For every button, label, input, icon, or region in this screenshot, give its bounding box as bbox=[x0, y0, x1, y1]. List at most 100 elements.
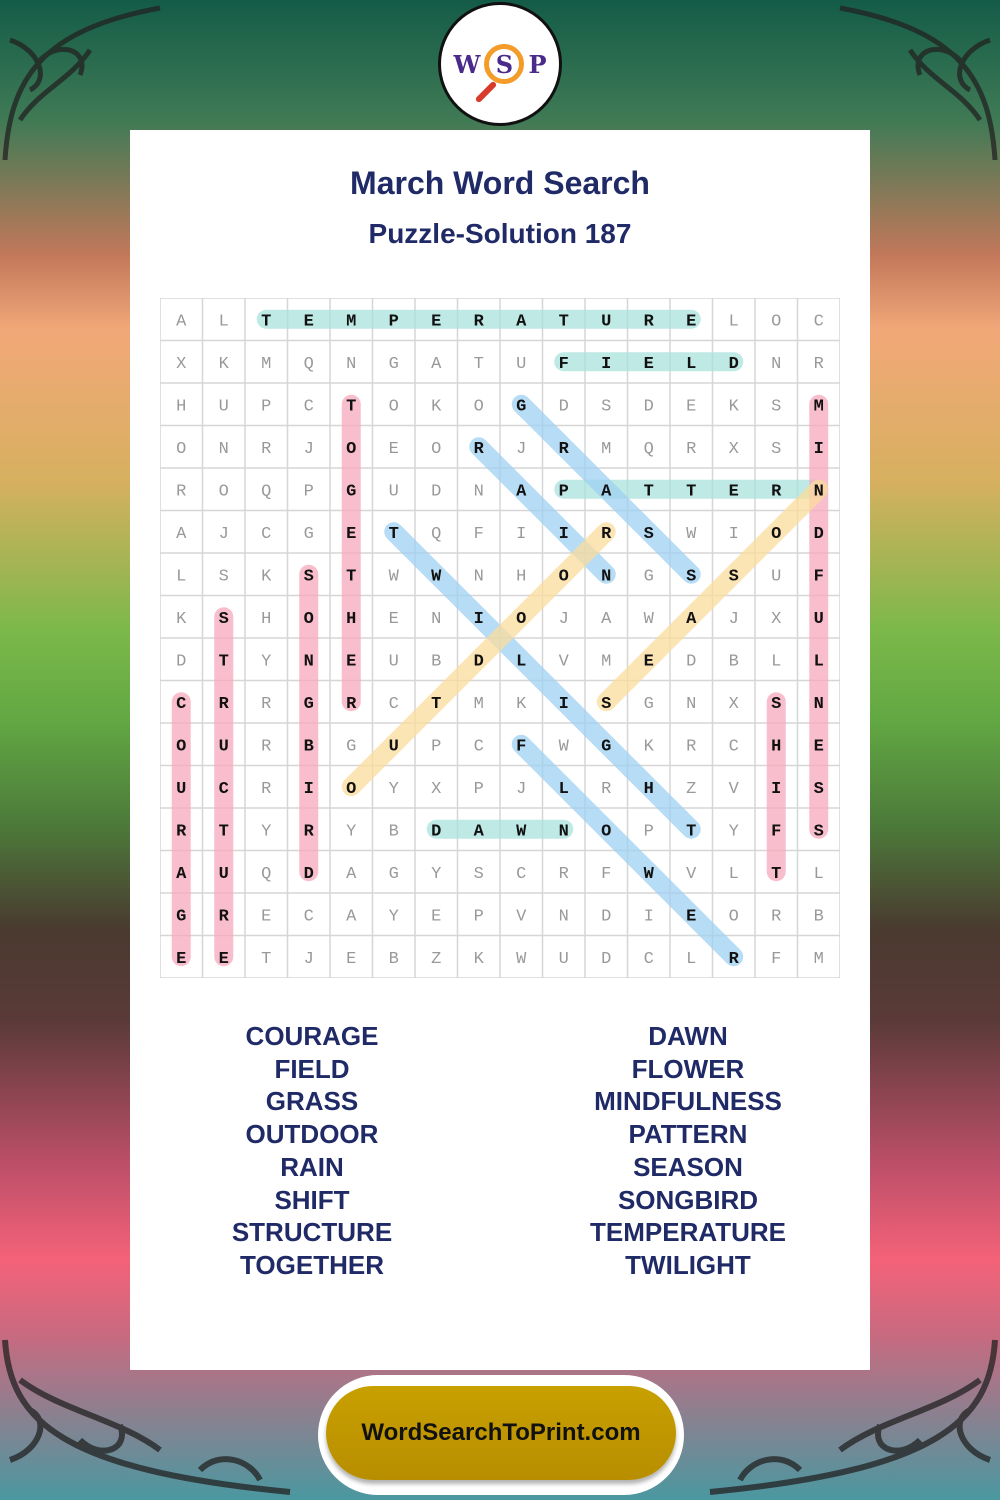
grid-letter: K bbox=[261, 567, 272, 586]
grid-letter: E bbox=[814, 737, 824, 756]
grid-letter: A bbox=[516, 482, 527, 501]
grid-letter: I bbox=[304, 780, 314, 799]
grid-letter: J bbox=[559, 610, 569, 629]
grid-letter: X bbox=[771, 610, 781, 629]
grid-letter: S bbox=[771, 397, 781, 416]
word-list-item: SEASON bbox=[633, 1151, 743, 1182]
grid-letter: E bbox=[686, 397, 696, 416]
grid-letter: H bbox=[261, 610, 271, 629]
grid-letter: O bbox=[771, 525, 781, 544]
grid-letter: R bbox=[686, 440, 696, 459]
grid-letter: I bbox=[771, 780, 781, 799]
grid-letter: J bbox=[304, 950, 314, 969]
grid-letter: S bbox=[601, 695, 611, 714]
grid-letter: C bbox=[516, 865, 526, 884]
word-list-item: TEMPERATURE bbox=[590, 1217, 786, 1248]
grid-letter: D bbox=[304, 865, 314, 884]
grid-letter: T bbox=[686, 822, 696, 841]
grid-letter: O bbox=[389, 397, 399, 416]
highlight-flower bbox=[511, 734, 744, 967]
grid-letter: J bbox=[516, 440, 526, 459]
word-list-item: DAWN bbox=[648, 1021, 728, 1051]
grid-letter: O bbox=[176, 440, 186, 459]
grid-letter: U bbox=[389, 482, 399, 501]
grid-letter: U bbox=[219, 397, 229, 416]
grid-letter: X bbox=[176, 355, 186, 374]
grid-letter: W bbox=[389, 567, 400, 586]
grid-letter: V bbox=[516, 907, 527, 926]
grid-letter: I bbox=[814, 440, 824, 459]
grid-letter: O bbox=[304, 610, 314, 629]
grid-letter: H bbox=[644, 780, 654, 799]
page-title: March Word Search bbox=[350, 165, 650, 201]
grid-letter: D bbox=[559, 397, 569, 416]
grid-letter: O bbox=[601, 822, 611, 841]
grid-letter: O bbox=[219, 482, 229, 501]
grid-letter: S bbox=[771, 695, 781, 714]
word-list-item: TWILIGHT bbox=[625, 1249, 751, 1280]
grid-letter: J bbox=[516, 780, 526, 799]
grid-letter: K bbox=[516, 695, 527, 714]
grid-letter: P bbox=[474, 780, 484, 799]
grid-letter: R bbox=[176, 822, 187, 841]
grid-letter: R bbox=[346, 695, 357, 714]
grid-letter: R bbox=[814, 355, 824, 374]
grid-letter: C bbox=[219, 780, 229, 799]
wsp-logo: W S P bbox=[438, 2, 562, 126]
grid-letter: F bbox=[771, 950, 781, 969]
grid-letter: Y bbox=[261, 822, 271, 841]
grid-letter: K bbox=[176, 610, 187, 629]
grid-letter: C bbox=[729, 737, 739, 756]
grid-letter: T bbox=[431, 695, 441, 714]
grid-letter: N bbox=[474, 567, 484, 586]
grid-letter: Y bbox=[261, 652, 271, 671]
grid-letter: D bbox=[431, 482, 441, 501]
word-list-item: RAIN bbox=[280, 1151, 344, 1182]
grid-letter: X bbox=[729, 695, 739, 714]
grid-letter: F bbox=[559, 355, 569, 374]
grid-letter: F bbox=[516, 737, 526, 756]
grid-letter: K bbox=[219, 355, 230, 374]
grid-letter: G bbox=[601, 737, 611, 756]
grid-letter: K bbox=[431, 397, 442, 416]
word-list-left: COURAGE FIELD GRASS OUTDOOR RAIN SHIFT STRUCTU… bbox=[162, 1020, 462, 1282]
grid-letter: E bbox=[431, 907, 441, 926]
grid-letter: T bbox=[219, 652, 229, 671]
grid-letter: S bbox=[304, 567, 314, 586]
grid-letter: U bbox=[601, 312, 611, 331]
highlight-outdoor bbox=[341, 522, 616, 797]
grid-letter: Z bbox=[686, 780, 696, 799]
website-link-button[interactable]: WordSearchToPrint.com bbox=[326, 1386, 676, 1480]
grid-letter: W bbox=[431, 567, 442, 586]
grid-letter: P bbox=[644, 822, 654, 841]
grid-letter: R bbox=[601, 780, 611, 799]
word-list-item: TOGETHER bbox=[240, 1249, 384, 1280]
grid-letter: A bbox=[601, 482, 612, 501]
grid-letter: P bbox=[559, 482, 569, 501]
grid-letter: N bbox=[474, 482, 484, 501]
grid-letter: T bbox=[261, 950, 271, 969]
grid-letter: R bbox=[219, 907, 230, 926]
grid-letter: C bbox=[261, 525, 271, 544]
grid-letter: L bbox=[814, 865, 824, 884]
grid-letter: D bbox=[686, 652, 696, 671]
grid-letter: E bbox=[304, 312, 314, 331]
grid-letter: C bbox=[644, 950, 654, 969]
grid-letter: T bbox=[346, 397, 356, 416]
grid-letter: E bbox=[686, 312, 696, 331]
grid-letter: U bbox=[219, 865, 229, 884]
word-list-item: PATTERN bbox=[628, 1119, 748, 1150]
grid-letter: R bbox=[559, 865, 569, 884]
grid-letter: R bbox=[261, 737, 271, 756]
grid-letter: O bbox=[474, 397, 484, 416]
grid-letter: Y bbox=[389, 907, 399, 926]
grid-letter: U bbox=[559, 950, 569, 969]
grid-letter: E bbox=[176, 950, 186, 969]
grid-letter: C bbox=[389, 695, 399, 714]
grid-letter: M bbox=[814, 397, 824, 416]
grid-letter: W bbox=[559, 737, 570, 756]
grid-letter: P bbox=[474, 907, 484, 926]
grid-letter: O bbox=[729, 907, 739, 926]
grid-letter: F bbox=[814, 567, 824, 586]
grid-letter: Y bbox=[346, 822, 356, 841]
